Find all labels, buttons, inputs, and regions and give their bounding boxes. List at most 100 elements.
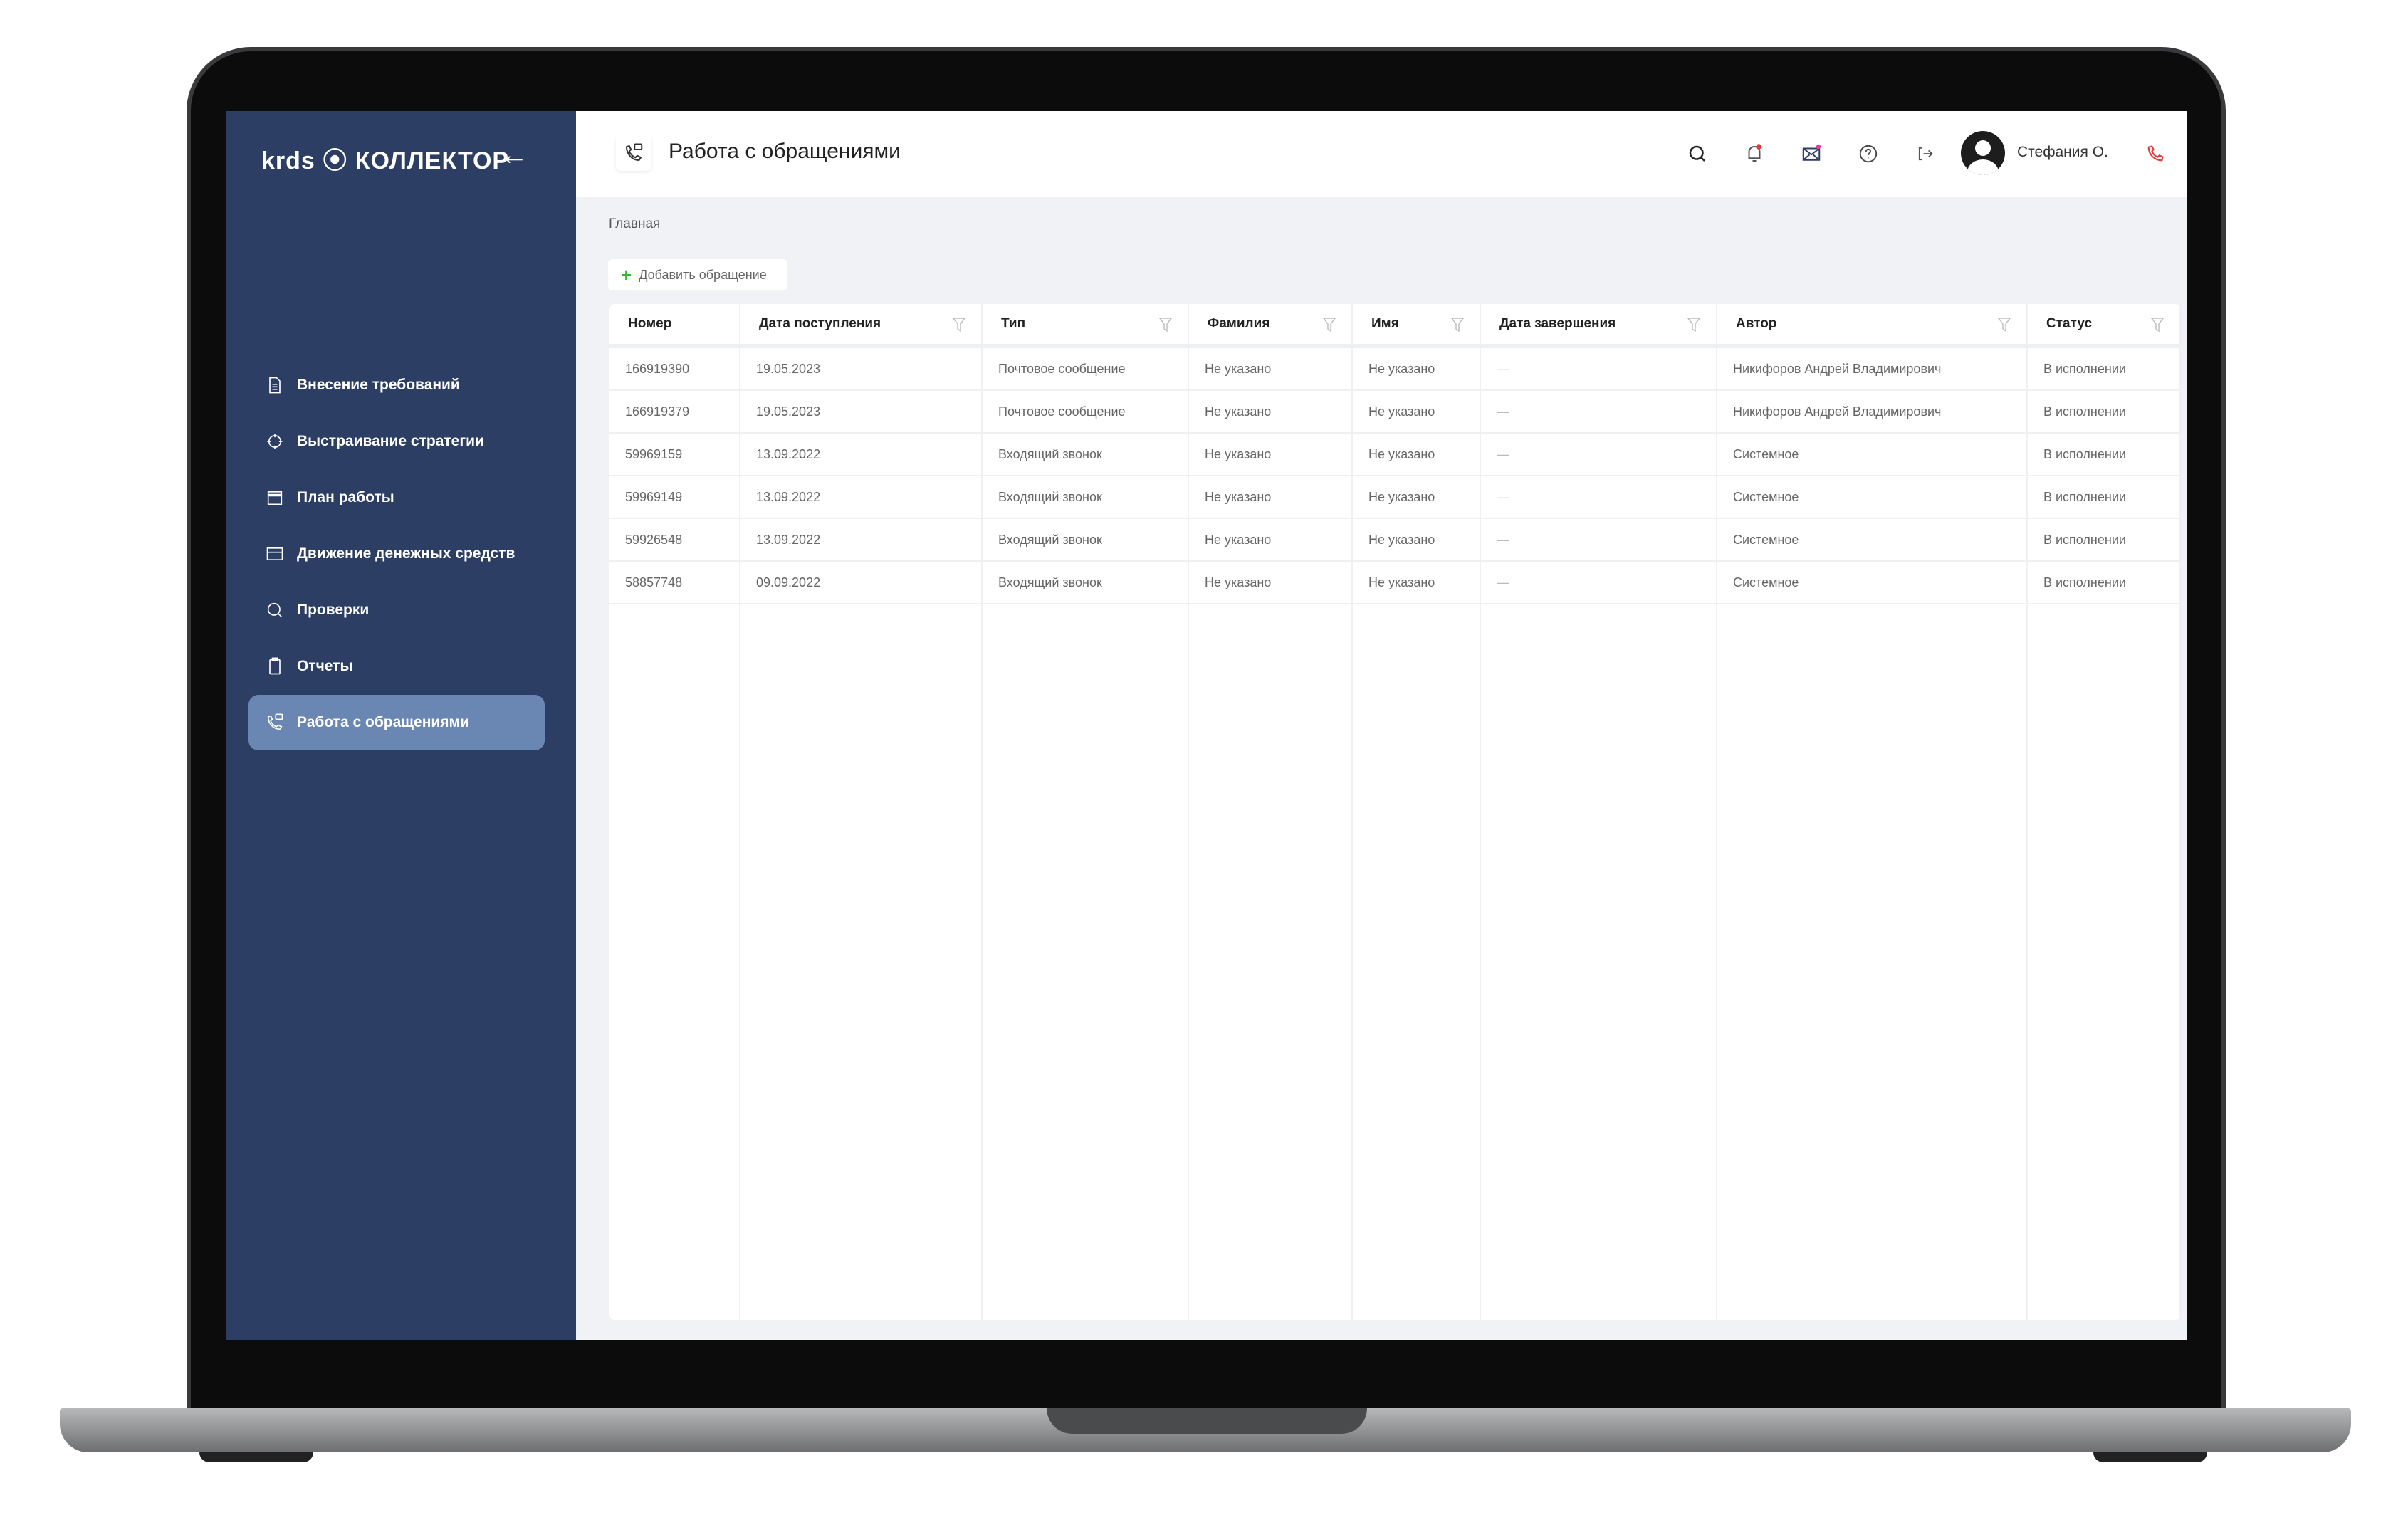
table-cell: В исполнении — [2028, 348, 2181, 389]
table-row[interactable]: 59926548 13.09.2022 Входящий звонок Не указ… — [609, 519, 2181, 562]
table-cell: Не указано — [1189, 562, 1353, 603]
column-header-label: Статус — [2046, 316, 2093, 331]
table-cell: — — [1481, 476, 1717, 518]
header: Работа с обращениями Стефания О. — [576, 111, 2187, 197]
target-icon — [264, 431, 286, 451]
table-cell: — — [1481, 348, 1717, 389]
table-row[interactable]: 58857748 09.09.2022 Входящий звонок Не указ… — [609, 562, 2181, 604]
table-cell: Системное — [1717, 562, 2028, 603]
sidebar-item-7[interactable]: Работа с обращениями — [248, 695, 545, 750]
column-header[interactable]: Тип — [983, 304, 1189, 344]
column-header[interactable]: Дата поступления — [740, 304, 983, 344]
sidebar-item-label: Движение денежных средств — [297, 545, 515, 562]
breadcrumb[interactable]: Главная — [609, 216, 661, 231]
search-icon[interactable] — [1683, 140, 1712, 168]
card-icon — [264, 544, 286, 564]
column-header-label: Имя — [1371, 316, 1399, 331]
table-cell: В исполнении — [2028, 391, 2181, 432]
table-cell: — — [1481, 434, 1717, 475]
table-cell: Не указано — [1189, 519, 1353, 560]
table-cell: 09.09.2022 — [740, 562, 983, 603]
filter-icon[interactable] — [953, 317, 965, 332]
add-request-button[interactable]: + Добавить обращение — [608, 259, 787, 290]
laptop-notch — [1047, 1408, 1367, 1434]
sidebar-item-4[interactable]: Движение денежных средств — [248, 526, 545, 582]
sidebar-item-6[interactable]: Отчеты — [248, 639, 545, 694]
table-cell: — — [1481, 391, 1717, 432]
calendar-icon — [264, 488, 286, 508]
table-cell: 166919390 — [609, 348, 740, 389]
table-cell: Почтовое сообщение — [983, 348, 1189, 389]
sidebar-item-label: Работа с обращениями — [297, 714, 469, 730]
column-header[interactable]: Фамилия — [1189, 304, 1353, 344]
sidebar-item-label: План работы — [297, 489, 394, 505]
plus-icon: + — [621, 263, 632, 285]
sidebar-item-2[interactable]: Выстраивание стратегии — [248, 414, 545, 469]
clipboard-icon — [264, 656, 286, 676]
table-cell: 59969149 — [609, 476, 740, 518]
laptop-foot — [199, 1452, 313, 1462]
phone-chat-icon — [616, 135, 651, 171]
document-icon — [264, 375, 286, 395]
phone-icon[interactable] — [2141, 140, 2169, 168]
filter-icon[interactable] — [1323, 317, 1336, 332]
user-name[interactable]: Стефания О. — [2017, 144, 2108, 160]
page-title: Работа с обращениями — [669, 140, 901, 163]
table-cell: Не указано — [1189, 391, 1353, 432]
sidebar-item-3[interactable]: План работы — [248, 470, 545, 525]
table-cell: 13.09.2022 — [740, 519, 983, 560]
column-header-label: Тип — [1001, 316, 1026, 331]
table-row[interactable]: 166919390 19.05.2023 Почтовое сообщение Не … — [609, 348, 2181, 391]
column-header[interactable]: Дата завершения — [1481, 304, 1717, 344]
column-header-label: Дата поступления — [759, 316, 881, 331]
table-row[interactable]: 166919379 19.05.2023 Почтовое сообщение Не … — [609, 391, 2181, 434]
bell-icon[interactable] — [1740, 140, 1769, 168]
table-cell: В исполнении — [2028, 562, 2181, 603]
column-header[interactable]: Имя — [1353, 304, 1481, 344]
sidebar-item-label: Выстраивание стратегии — [297, 433, 484, 449]
table-cell: Никифоров Андрей Владимирович — [1717, 391, 2028, 432]
table-cell: Не указано — [1353, 519, 1481, 560]
column-header[interactable]: Статус — [2028, 304, 2181, 344]
table-cell: Не указано — [1353, 562, 1481, 603]
table-cell: 19.05.2023 — [740, 391, 983, 432]
requests-table: Номер Дата поступления Тип Фамилия Имя Дата з… — [609, 304, 2181, 1320]
table-cell: Не указано — [1353, 348, 1481, 389]
table-cell: Входящий звонок — [983, 476, 1189, 518]
table-row[interactable]: 59969159 13.09.2022 Входящий звонок Не указ… — [609, 434, 2181, 476]
table-cell: 59926548 — [609, 519, 740, 560]
table-cell: Входящий звонок — [983, 519, 1189, 560]
table-cell: Не указано — [1353, 391, 1481, 432]
filter-icon[interactable] — [2151, 317, 2164, 332]
table-cell: — — [1481, 562, 1717, 603]
filter-icon[interactable] — [1998, 317, 2011, 332]
table-cell: В исполнении — [2028, 434, 2181, 475]
filter-icon[interactable] — [1451, 317, 1464, 332]
table-cell: — — [1481, 519, 1717, 560]
logout-icon[interactable] — [1911, 140, 1940, 168]
table-cell: Не указано — [1189, 434, 1353, 475]
table-cell: Входящий звонок — [983, 562, 1189, 603]
collapse-arrow-icon[interactable]: ← — [500, 140, 528, 171]
table-cell: 19.05.2023 — [740, 348, 983, 389]
table-cell: Системное — [1717, 519, 2028, 560]
sidebar-item-1[interactable]: Внесение требований — [248, 357, 545, 413]
column-header-label: Дата завершения — [1499, 316, 1616, 331]
table-cell: В исполнении — [2028, 519, 2181, 560]
column-header[interactable]: Номер — [609, 304, 740, 344]
table-header: Номер Дата поступления Тип Фамилия Имя Дата з… — [609, 304, 2181, 348]
column-header[interactable]: Автор — [1717, 304, 2028, 344]
column-header-label: Фамилия — [1208, 316, 1270, 331]
mail-icon[interactable] — [1797, 140, 1826, 168]
filter-icon[interactable] — [1687, 317, 1700, 332]
table-cell: Входящий звонок — [983, 434, 1189, 475]
sidebar-item-5[interactable]: Проверки — [248, 582, 545, 638]
avatar[interactable] — [1961, 131, 2005, 175]
table-cell: Никифоров Андрей Владимирович — [1717, 348, 2028, 389]
filter-icon[interactable] — [1159, 317, 1172, 332]
table-row[interactable]: 59969149 13.09.2022 Входящий звонок Не указ… — [609, 476, 2181, 519]
table-cell: Почтовое сообщение — [983, 391, 1189, 432]
help-icon[interactable] — [1854, 140, 1883, 168]
sidebar: krds ⦿ КОЛЛЕКТОР ← Внесение требований Вы… — [226, 111, 576, 1340]
laptop-foot — [2093, 1452, 2207, 1462]
